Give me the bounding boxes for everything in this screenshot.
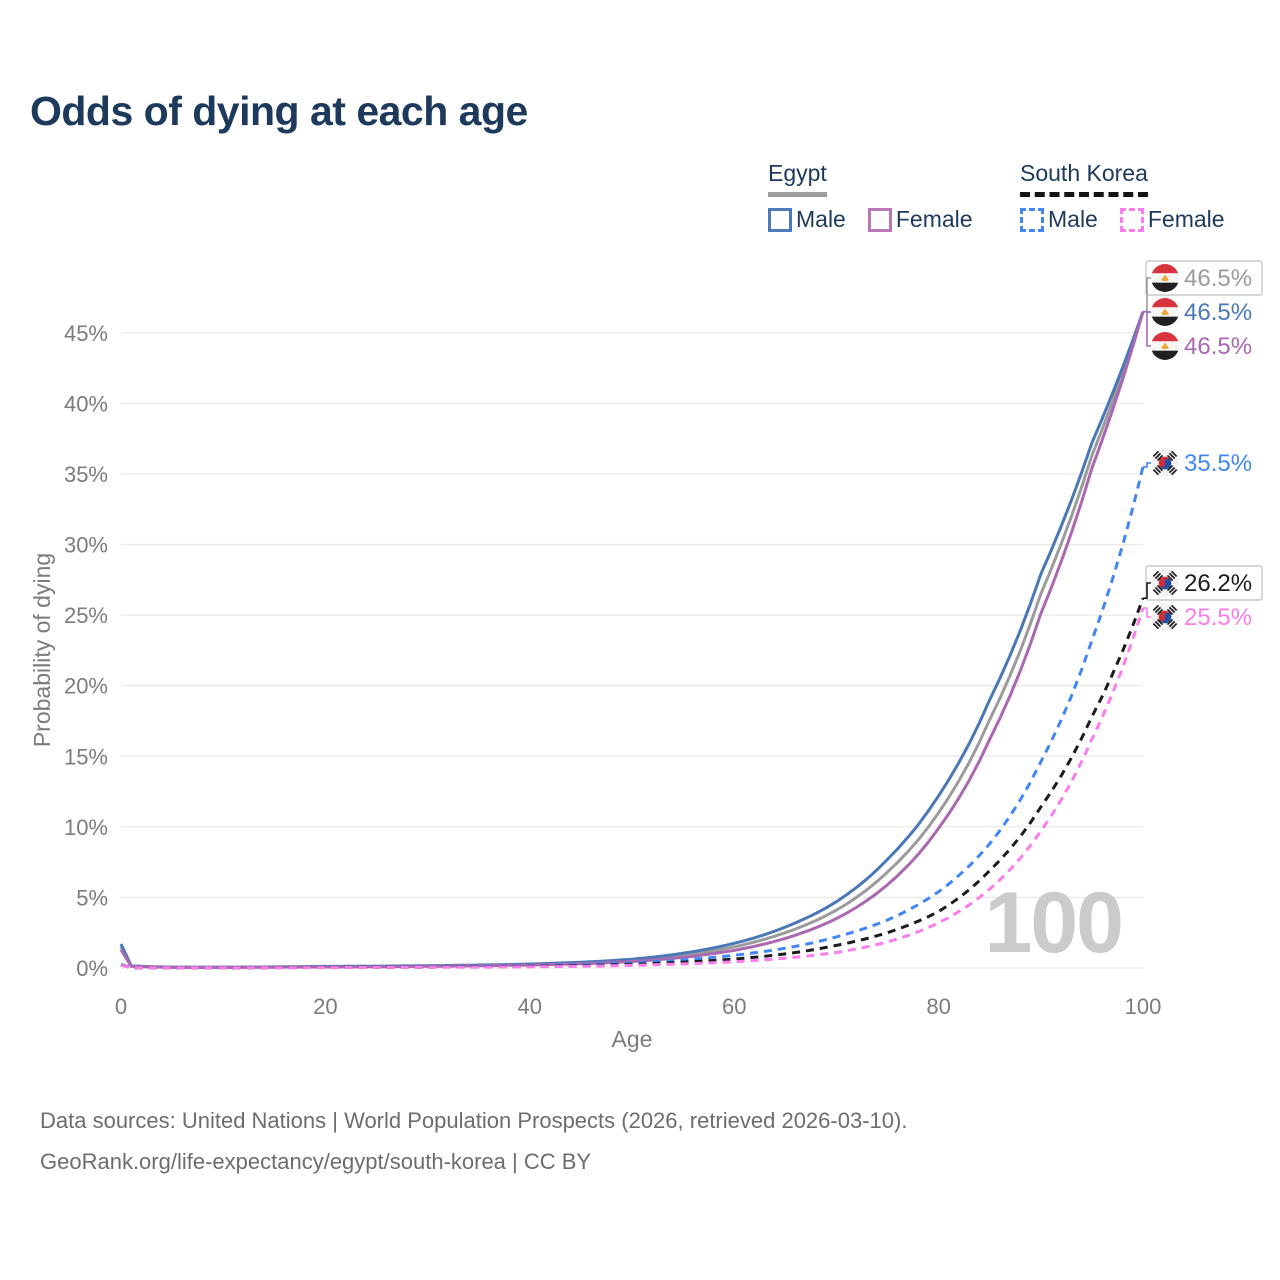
series-end-labels: 46.5% 46.5% 46.5% 35.5% 26.2% 25.5%: [1143, 260, 1263, 631]
egypt-flag-icon: [1151, 298, 1179, 326]
series-curves: [119, 311, 1145, 970]
legend-south-korea-title: South Korea: [1020, 160, 1148, 197]
end-label-connector: [1143, 310, 1151, 347]
south-korea-flag-icon: [1151, 449, 1179, 477]
y-tick-35%: 35%: [64, 462, 108, 487]
y-tick-10%: 10%: [64, 815, 108, 840]
age-watermark-value: 100: [985, 875, 1123, 971]
age-counter-watermark: 100: [985, 875, 1125, 971]
x-axis-title: Age: [611, 1026, 653, 1052]
egypt-flag-icon: [1151, 332, 1179, 360]
y-tick-5%: 5%: [76, 885, 108, 910]
end-label-value-Egypt — Male: 46.5%: [1184, 299, 1252, 326]
y-tick-45%: 45%: [64, 321, 108, 346]
x-tick-100: 100: [1125, 994, 1162, 1019]
page-title: Odds of dying at each age: [30, 88, 528, 134]
egypt-male-swatch-icon: [768, 207, 792, 232]
end-label-value-Egypt — Female: 46.5%: [1184, 333, 1252, 360]
end-label-value-South Korea — Total: 26.2%: [1184, 570, 1252, 597]
x-tick-0: 0: [115, 994, 127, 1019]
legend-egypt-male-label: Male: [796, 206, 846, 232]
south-korea-male-swatch-icon: [1020, 207, 1044, 232]
egypt-flag-icon: [1151, 264, 1179, 292]
y-axis-title: Probability of dying: [29, 552, 55, 748]
legend-south-korea-male-label: Male: [1048, 206, 1098, 232]
x-tick-40: 40: [518, 994, 542, 1019]
south-korea-flag-icon: [1151, 569, 1179, 597]
egypt-female-swatch-icon: [867, 207, 892, 232]
y-tick-25%: 25%: [64, 603, 108, 628]
legend-item-south-korea-female[interactable]: Female: [1119, 206, 1225, 233]
legend-group-egypt: Egypt Male Female: [768, 160, 995, 233]
attribution-link-text: GeoRank.org/life-expectancy/egypt/south-…: [40, 1149, 592, 1174]
legend-south-korea-female-label: Female: [1147, 206, 1225, 232]
x-tick-60: 60: [722, 994, 746, 1019]
y-tick-30%: 30%: [64, 533, 108, 558]
end-label-value-South Korea — Male: 35.5%: [1184, 450, 1252, 477]
end-label-connector: [1143, 462, 1151, 468]
data-sources-text: Data sources: United Nations | World Pop…: [40, 1108, 908, 1133]
south-korea-flag-icon: [1151, 603, 1179, 631]
south-korea-female-swatch-icon: [1119, 207, 1144, 232]
axis-tick-labels: 0% 5% 10% 15% 20% 25% 30% 35% 40% 45% 0 20 40 60 80 100: [64, 321, 1161, 1019]
legend-group-south-korea: South Korea Male Female: [1020, 160, 1247, 233]
curve-Egypt — Female: [119, 311, 1145, 969]
gridlines: [121, 332, 1143, 969]
end-label-value-Egypt — Total: 46.5%: [1184, 265, 1252, 292]
y-tick-15%: 15%: [64, 744, 108, 769]
legend-item-south-korea-male[interactable]: Male: [1020, 206, 1098, 233]
x-tick-80: 80: [926, 994, 950, 1019]
end-label-value-South Korea — Female: 25.5%: [1184, 604, 1252, 631]
legend-item-egypt-male[interactable]: Male: [768, 206, 846, 233]
end-label-connector: [1143, 582, 1151, 599]
y-tick-0%: 0%: [76, 956, 108, 981]
end-label-connector: [1143, 607, 1151, 618]
curve-Egypt — Total: [119, 311, 1145, 969]
y-tick-40%: 40%: [64, 391, 108, 416]
y-tick-20%: 20%: [64, 674, 108, 699]
legend-item-egypt-female[interactable]: Female: [867, 206, 973, 233]
legend-egypt-title: Egypt: [768, 160, 827, 197]
curve-South Korea — Female: [120, 607, 1145, 970]
legend-egypt-female-label: Female: [895, 206, 973, 232]
x-tick-20: 20: [313, 994, 337, 1019]
curve-Egypt — Male: [119, 311, 1145, 969]
